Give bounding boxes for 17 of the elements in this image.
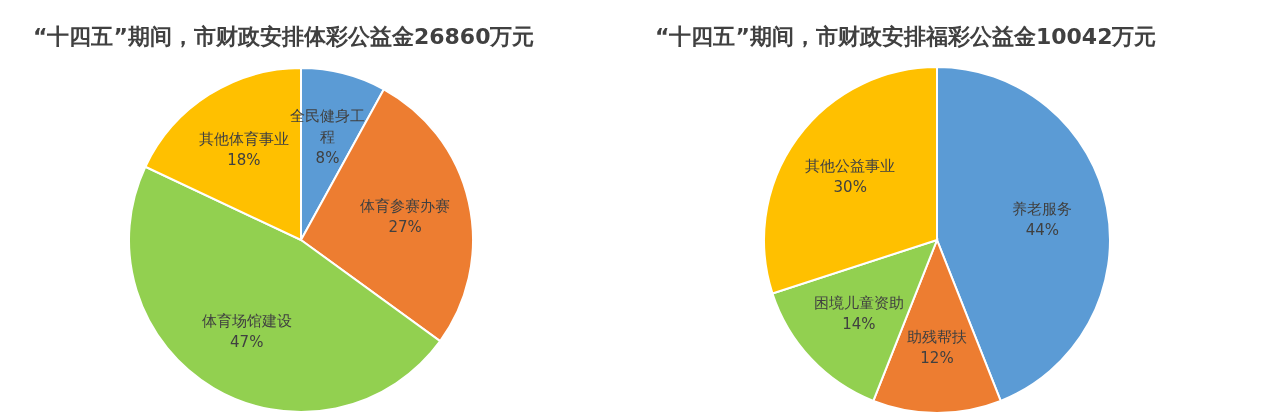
data-label: 47% [230,333,264,352]
chart-title: “十四五”期间，市财政安排体彩公益金26860万元 [33,24,535,49]
data-label: 44% [1025,221,1060,240]
chart-title: “十四五”期间，市财政安排福彩公益金10042万元 [655,24,1157,49]
slice-label: 体育参赛办赛 [360,197,451,216]
slice-label: 体育场馆建设 [201,312,292,331]
slice-label: 困境儿童资助 [813,293,904,312]
slice-label: 助残帮扶 [907,327,967,346]
data-label: 18% [227,151,261,170]
slice-label: 养老服务 [1012,200,1073,219]
slice-label: 其他体育事业 [198,130,289,149]
slice-label: 其他公益事业 [805,157,896,176]
data-label: 14% [842,314,876,333]
data-label: 8% [315,148,340,167]
data-label: 30% [833,178,867,197]
data-label: 12% [920,348,954,367]
data-label: 27% [388,218,422,237]
